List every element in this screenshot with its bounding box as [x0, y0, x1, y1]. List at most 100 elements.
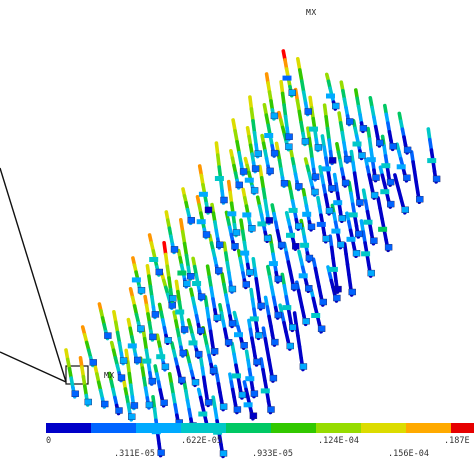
pile-segment [214, 141, 220, 157]
brace-block [309, 126, 318, 132]
pile-segment [261, 367, 267, 383]
pile-segment [322, 145, 328, 160]
brace-block [363, 219, 373, 225]
brace-block [366, 157, 376, 163]
brace-block [257, 221, 267, 227]
pile-segment [283, 114, 289, 130]
brace-block [249, 316, 259, 322]
pile-cap [270, 149, 279, 157]
pile-segment [207, 318, 213, 334]
pile-cap [416, 195, 424, 203]
brace-block [396, 164, 406, 170]
pile-segment [295, 98, 302, 114]
pile-cap [71, 390, 79, 397]
pile-segment [299, 120, 305, 136]
pile-segment [325, 126, 331, 142]
pile-cap [246, 269, 254, 276]
brace-block [346, 236, 356, 242]
legend-tick-label: .933E-05 [252, 449, 293, 459]
pile-cap [290, 283, 299, 290]
pile-cap [249, 412, 258, 419]
pile-cap [352, 249, 361, 257]
pile-cap [355, 230, 363, 238]
pile-cap [250, 390, 259, 397]
pile-cap [160, 399, 168, 406]
legend-swatch [361, 423, 406, 433]
pile-segment [239, 218, 245, 233]
brace-block [244, 177, 254, 183]
brace-block [378, 226, 388, 232]
pile-cap [137, 287, 146, 294]
pile-cap [370, 191, 379, 199]
pile-segment [279, 80, 285, 96]
pile-cap [305, 285, 313, 292]
pile-segment [354, 182, 360, 197]
pile-cap [267, 406, 275, 413]
pile-cap [101, 400, 109, 408]
pile-cap [338, 214, 346, 222]
legend-swatch [451, 423, 474, 433]
pile-cap [325, 207, 334, 215]
pile-cap [356, 199, 364, 206]
pile-cap [164, 337, 172, 344]
pile-cap [285, 143, 293, 150]
legend-swatch [46, 423, 91, 433]
pile-cap [387, 200, 395, 208]
pile-segment [162, 241, 168, 257]
pile-cap [359, 125, 368, 132]
pile-segment [349, 149, 355, 165]
pile-cap [401, 206, 409, 214]
pile-cap [270, 112, 279, 120]
pile-segment [226, 179, 232, 195]
pile-segment [352, 171, 359, 186]
brace-block [240, 250, 250, 256]
pile-cap [219, 450, 228, 457]
pile-cap [133, 356, 142, 364]
pile-cap [242, 281, 251, 288]
brace-block [156, 354, 166, 360]
pile-cap [311, 188, 319, 196]
pile-segment [127, 371, 133, 388]
brace-block [142, 358, 152, 364]
pile-segment [213, 407, 219, 423]
brace-block [268, 261, 278, 267]
pile-segment [347, 180, 353, 196]
pile-cap [301, 138, 310, 145]
pile-segment [251, 119, 257, 135]
pile-cap [117, 374, 126, 381]
brace-block [243, 402, 253, 408]
pile-segment [297, 109, 303, 125]
callout-line-bottom [0, 351, 67, 383]
pile-segment [263, 198, 269, 214]
pile-cap [253, 358, 261, 366]
pile-segment [327, 138, 333, 154]
pile-cap [314, 144, 323, 151]
pile-segment [280, 91, 286, 107]
pile-cap [149, 333, 157, 341]
brace-block [361, 251, 371, 257]
pile-segment [208, 329, 215, 345]
pile-cap [240, 342, 248, 349]
pile-cap [295, 222, 303, 230]
pile-segment [252, 130, 258, 147]
pile-cap [168, 295, 177, 302]
pile-cap [127, 413, 136, 420]
brace-block [286, 232, 295, 238]
pile-segment [165, 264, 171, 280]
pile-segment [233, 129, 239, 144]
pile-segment [299, 79, 306, 94]
pile-cap [288, 89, 296, 96]
legend-tick-label: .124E-04 [318, 436, 359, 446]
pile-cap [137, 325, 145, 332]
pile-cap [224, 339, 233, 346]
pile-cap [389, 143, 397, 150]
pile-cap [403, 146, 412, 154]
pile-cap [255, 332, 263, 339]
pile-cap [322, 235, 330, 242]
pile-cap [341, 179, 350, 187]
callout-box [65, 365, 89, 385]
brace-block [131, 277, 141, 283]
brace-block [326, 93, 335, 99]
pile-segment [182, 241, 189, 258]
